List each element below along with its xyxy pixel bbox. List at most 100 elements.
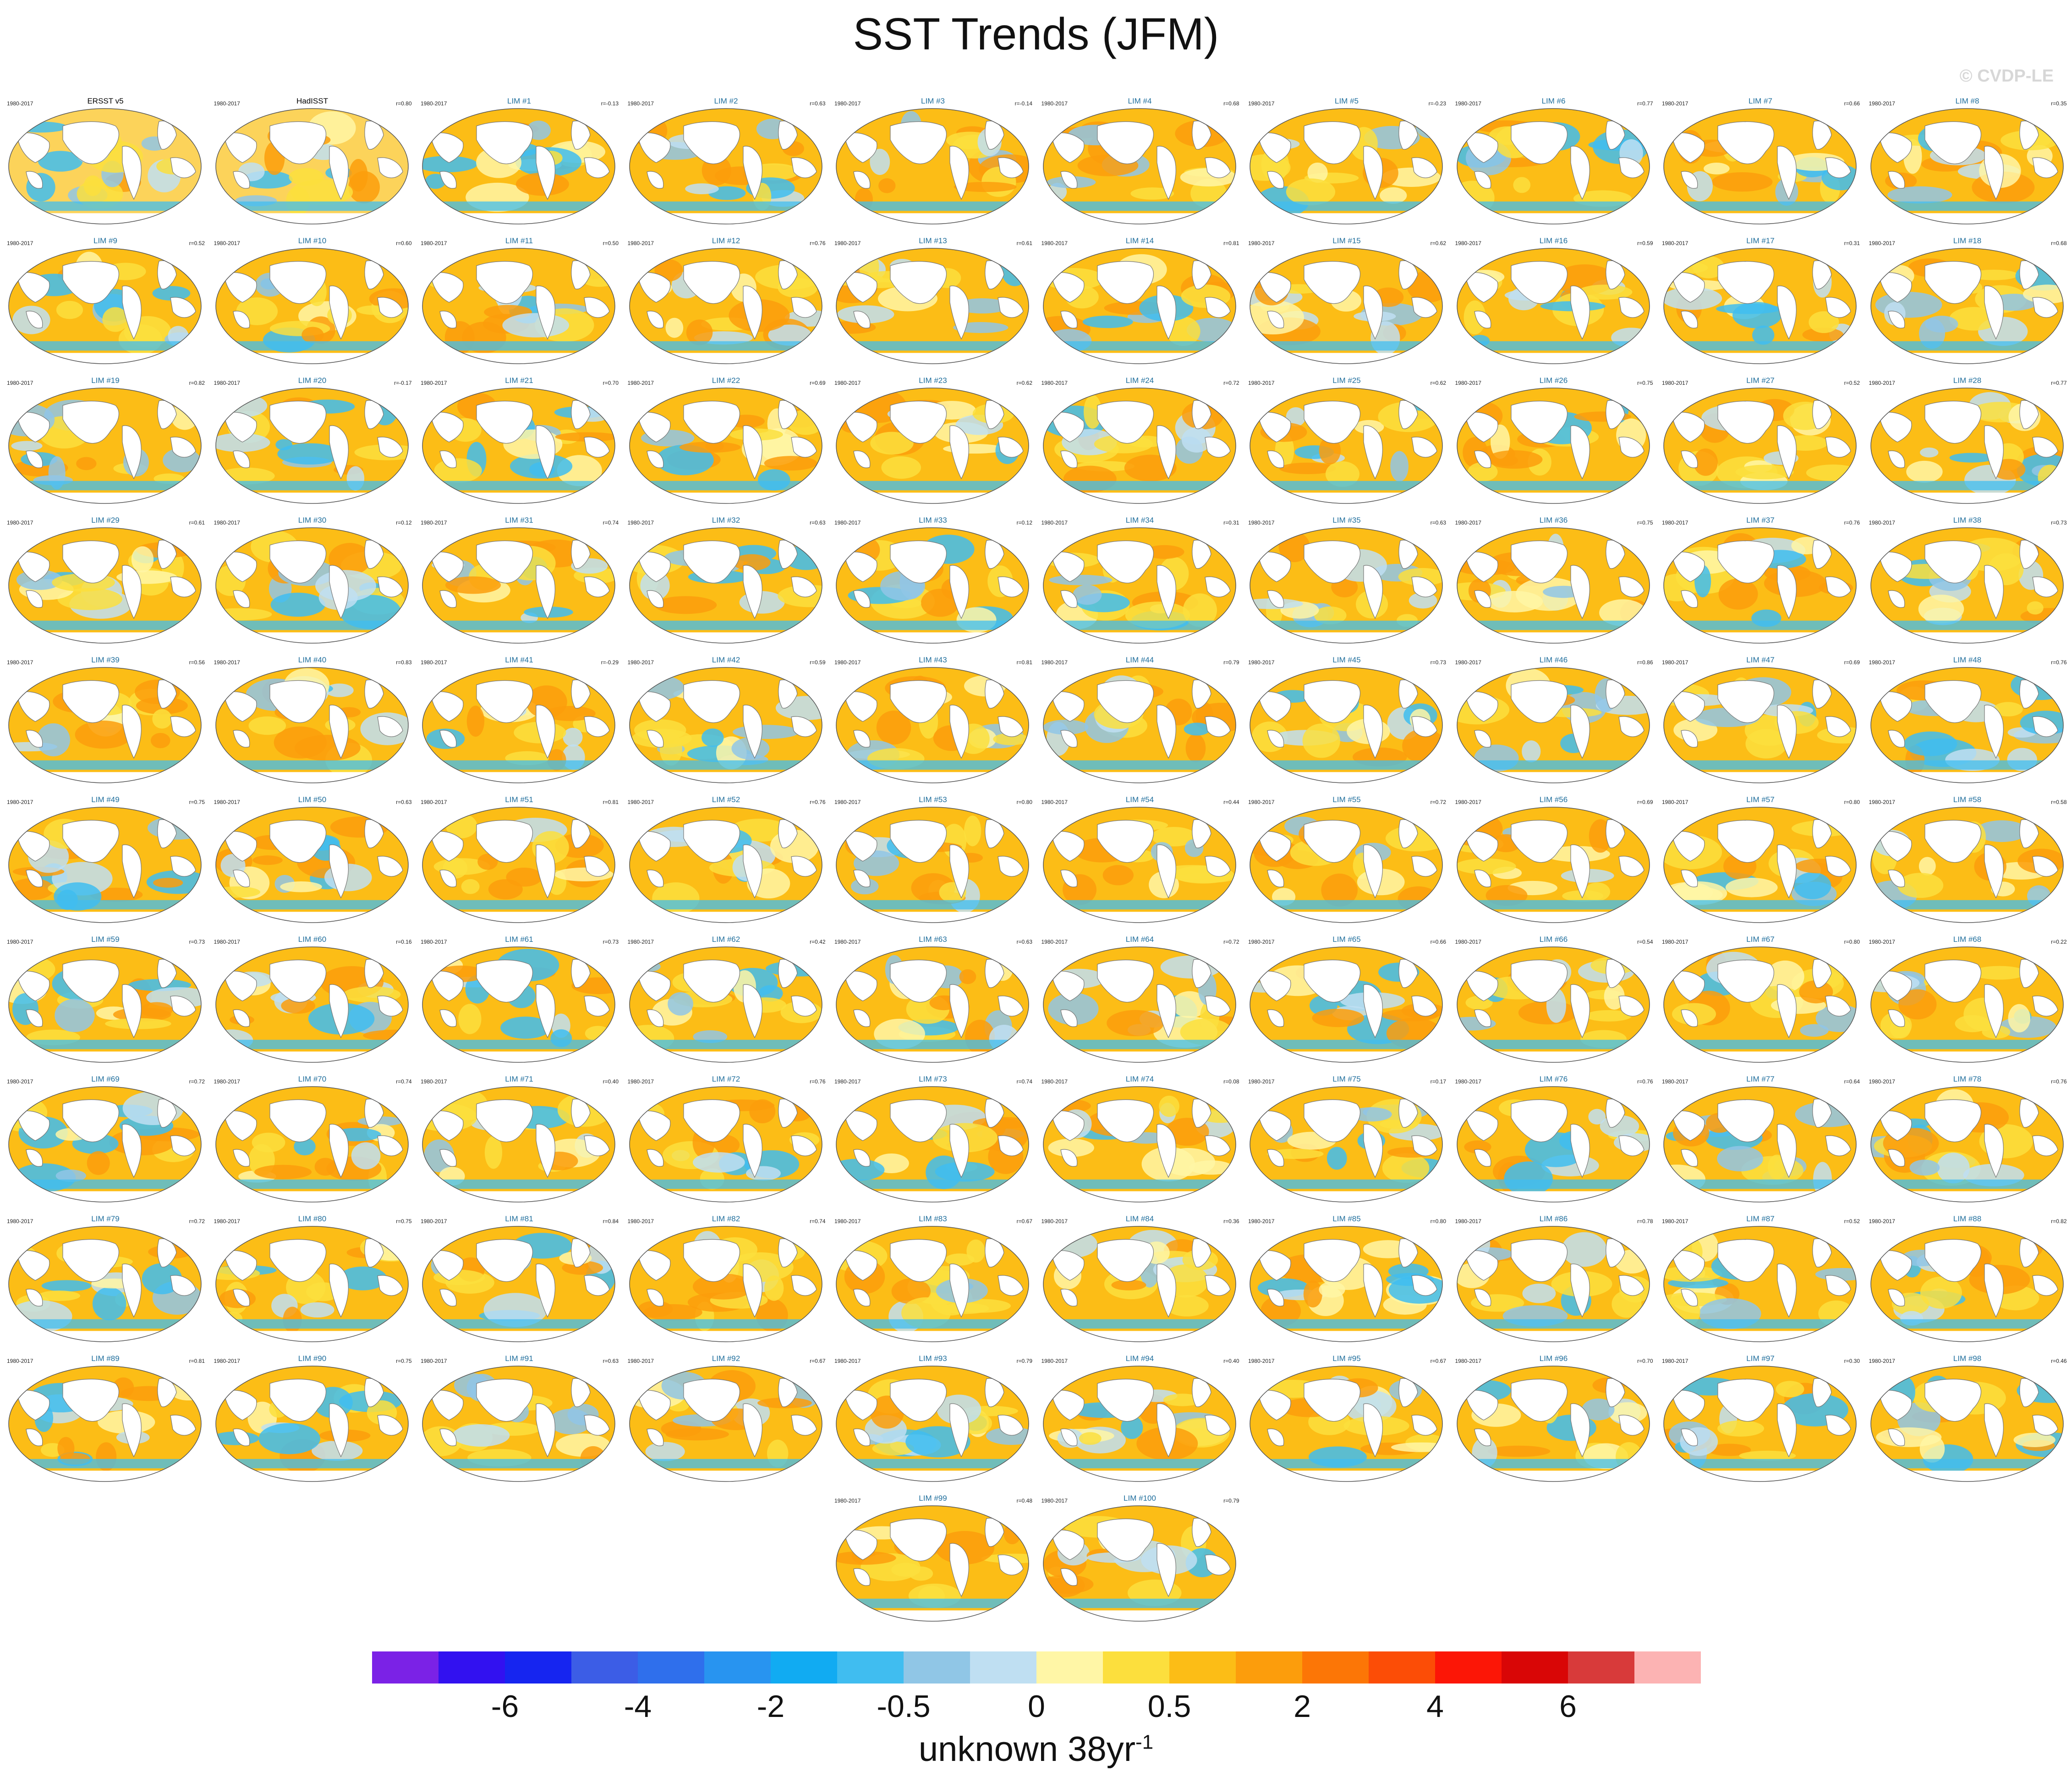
panel-title: LIM #58 (1953, 795, 1982, 804)
member-panel: 1980-2017 LIM #78 r=0.76 (1864, 1072, 2071, 1209)
panel-title: LIM #71 (505, 1075, 533, 1083)
sst-trend-map (422, 1226, 615, 1342)
panel-title: LIM #74 (1125, 1075, 1154, 1083)
sst-trend-map (422, 807, 615, 923)
member-panel: 1980-2017 LIM #34 r=0.31 (1037, 513, 1243, 650)
panel-title: LIM #83 (919, 1214, 947, 1223)
colorbar-tick-label: -0.5 (877, 1689, 931, 1724)
member-panel: 1980-2017 LIM #93 r=0.79 (830, 1351, 1036, 1489)
sst-trend-map (1456, 527, 1650, 644)
member-panel: 1980-2017 LIM #60 r=0.16 (209, 932, 416, 1070)
panel-period: 1980-2017 (1041, 380, 1068, 386)
panel-correlation: r=0.54 (1637, 939, 1653, 945)
panel-title: LIM #27 (1746, 376, 1775, 385)
member-panel: 1980-2017 LIM #14 r=0.81 (1037, 234, 1243, 371)
sst-trend-map (1663, 527, 1857, 644)
sst-trend-map (1456, 667, 1650, 783)
panel-title: LIM #33 (919, 516, 947, 525)
sst-trend-map (1456, 1366, 1650, 1482)
panel-title: LIM #31 (505, 516, 533, 525)
sst-trend-map (1250, 1226, 1443, 1342)
member-panel: 1980-2017 LIM #18 r=0.68 (1864, 234, 2071, 371)
member-panel: 1980-2017 LIM #13 r=0.61 (830, 234, 1036, 371)
panel-period: 1980-2017 (834, 519, 861, 526)
member-panel: 1980-2017 LIM #19 r=0.82 (2, 373, 208, 511)
member-panel: 1980-2017 LIM #73 r=0.74 (830, 1072, 1036, 1209)
panel-correlation: r=0.75 (396, 1358, 412, 1364)
sst-trend-map (215, 388, 409, 504)
panel-correlation: r=0.52 (1844, 1218, 1860, 1224)
panel-period: 1980-2017 (627, 240, 654, 246)
panel-period: 1980-2017 (1869, 659, 1895, 666)
sst-trend-map (629, 1226, 822, 1342)
panel-title: LIM #84 (1125, 1214, 1154, 1223)
panel-title: LIM #7 (1749, 97, 1772, 105)
sst-trend-map (215, 807, 409, 923)
panel-period: 1980-2017 (1248, 1218, 1275, 1224)
panel-correlation: r=0.73 (1430, 659, 1446, 666)
panel-correlation: r=0.40 (603, 1078, 619, 1085)
member-panel: 1980-2017 LIM #50 r=0.63 (209, 793, 416, 930)
sst-trend-map (1663, 108, 1857, 224)
sst-trend-map (422, 946, 615, 1063)
member-panel: 1980-2017 LIM #4 r=0.68 (1037, 94, 1243, 231)
colorbar-segment (1435, 1651, 1502, 1684)
member-panel: 1980-2017 LIM #86 r=0.78 (1451, 1212, 1657, 1349)
panel-title: LIM #8 (1955, 97, 1979, 105)
panel-period: 1980-2017 (1455, 240, 1481, 246)
sst-trend-map (1042, 108, 1236, 224)
member-panel: 1980-2017 LIM #1 r=-0.13 (416, 94, 622, 231)
sst-trend-map (629, 946, 822, 1063)
panel-correlation: r=0.63 (1016, 939, 1032, 945)
sst-trend-map (1042, 667, 1236, 783)
panel-correlation: r=0.68 (2051, 240, 2067, 246)
member-panel: 1980-2017 LIM #70 r=0.74 (209, 1072, 416, 1209)
sst-trend-map (1870, 667, 2064, 783)
sst-trend-map (1250, 946, 1443, 1063)
panel-period: 1980-2017 (1248, 939, 1275, 945)
panel-correlation: r=0.62 (1016, 380, 1032, 386)
sst-trend-map (8, 248, 202, 364)
panel-period: 1980-2017 (627, 659, 654, 666)
panel-period: 1980-2017 (421, 939, 447, 945)
panel-correlation: r=0.72 (1223, 939, 1239, 945)
panel-title: LIM #13 (919, 236, 947, 245)
units-base: unknown 38yr (918, 1730, 1136, 1769)
sst-trend-map (8, 1226, 202, 1342)
sst-trend-map (836, 527, 1029, 644)
panel-period: 1980-2017 (627, 1358, 654, 1364)
sst-trend-map (1870, 1366, 2064, 1482)
sst-trend-map (422, 527, 615, 644)
panel-period: 1980-2017 (421, 380, 447, 386)
panel-period: 1980-2017 (1041, 1358, 1068, 1364)
panel-title: LIM #87 (1746, 1214, 1775, 1223)
panel-period: 1980-2017 (1662, 100, 1688, 107)
colorbar-segment (771, 1651, 838, 1684)
sst-trend-map (422, 388, 615, 504)
panel-correlation: r=0.63 (810, 519, 826, 526)
member-panel: 1980-2017 LIM #31 r=0.74 (416, 513, 622, 650)
sst-trend-map (1042, 527, 1236, 644)
panel-correlation: r=0.73 (603, 939, 619, 945)
sst-trend-map (836, 108, 1029, 224)
sst-trend-map (1870, 1226, 2064, 1342)
panel-title: LIM #63 (919, 935, 947, 944)
panel-period: 1980-2017 (834, 100, 861, 107)
panel-title: LIM #25 (1332, 376, 1361, 385)
panel-title: LIM #81 (505, 1214, 533, 1223)
panel-correlation: r=0.67 (810, 1358, 826, 1364)
member-panel: 1980-2017 LIM #74 r=0.08 (1037, 1072, 1243, 1209)
observation-panel: 1980-2017 HadISST r=0.80 (209, 94, 416, 231)
colorbar-tick-label: 2 (1294, 1689, 1311, 1724)
sst-trend-map (1456, 388, 1650, 504)
sst-trend-map (629, 388, 822, 504)
panel-correlation: r=0.68 (1223, 100, 1239, 107)
panel-correlation: r=0.82 (189, 380, 205, 386)
panel-correlation: r=0.72 (189, 1218, 205, 1224)
panel-correlation: r=0.31 (1223, 519, 1239, 526)
panel-correlation: r=0.35 (2051, 100, 2067, 107)
panel-title: LIM #80 (298, 1214, 327, 1223)
sst-trend-map (1250, 667, 1443, 783)
panel-title: LIM #14 (1125, 236, 1154, 245)
sst-trend-map (422, 1366, 615, 1482)
